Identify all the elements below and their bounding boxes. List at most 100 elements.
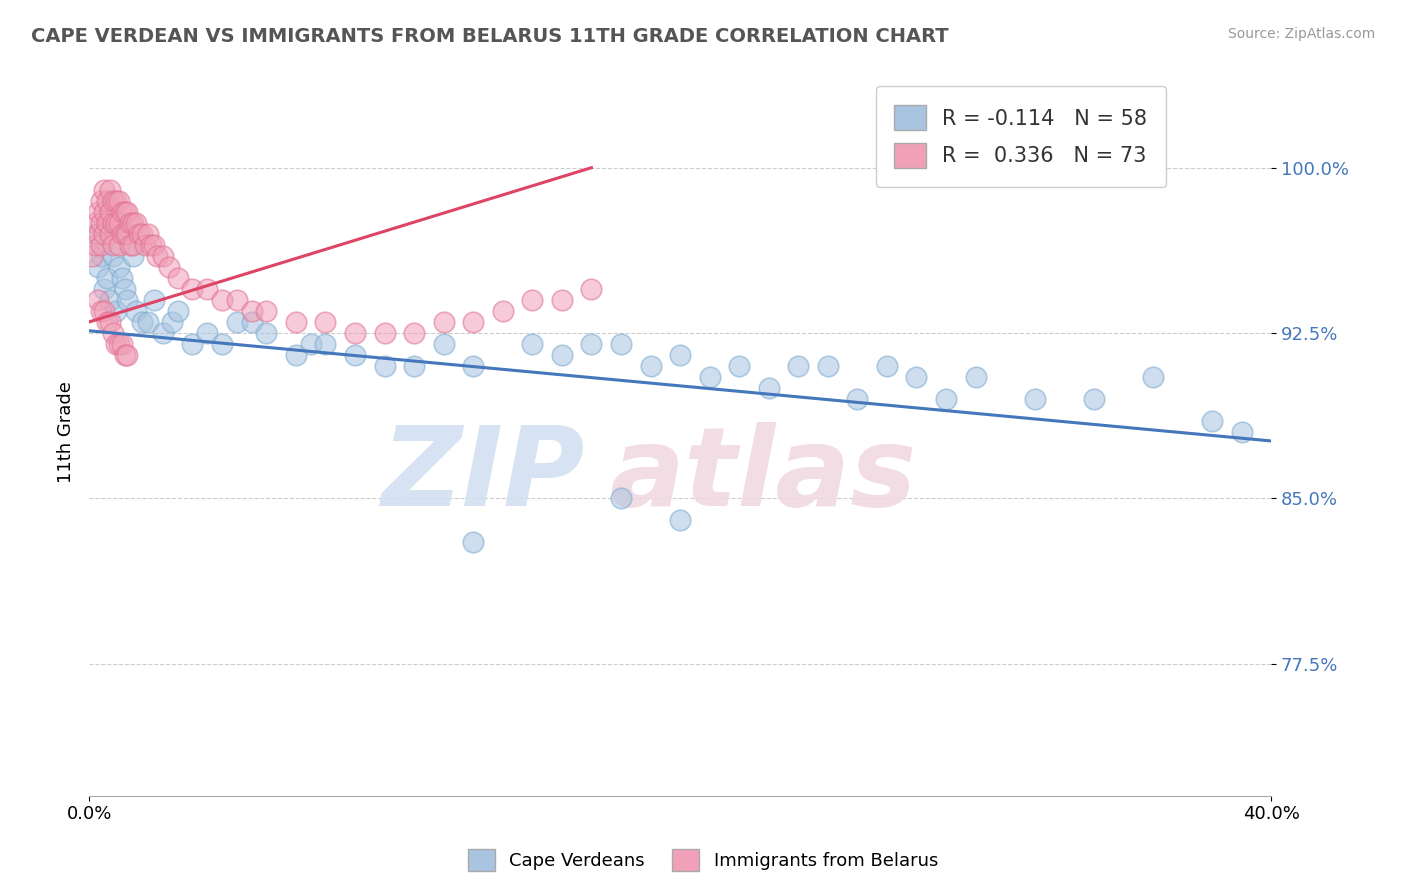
- Point: [104, 216, 127, 230]
- Point: [1024, 392, 1046, 406]
- Point: [610, 337, 633, 351]
- Point: [117, 227, 139, 241]
- Point: [107, 337, 129, 351]
- Point: [522, 293, 544, 307]
- Point: [96, 194, 118, 208]
- Point: [374, 359, 396, 373]
- Text: CAPE VERDEAN VS IMMIGRANTS FROM BELARUS 11TH GRADE CORRELATION CHART: CAPE VERDEAN VS IMMIGRANTS FROM BELARUS …: [31, 27, 949, 45]
- Point: [876, 359, 898, 373]
- Point: [160, 315, 183, 329]
- Point: [299, 337, 322, 351]
- Point: [136, 315, 159, 329]
- Point: [93, 304, 115, 318]
- Point: [240, 315, 263, 329]
- Text: atlas: atlas: [609, 422, 917, 529]
- Point: [84, 237, 107, 252]
- Point: [90, 249, 112, 263]
- Point: [522, 337, 544, 351]
- Point: [905, 370, 928, 384]
- Point: [225, 293, 247, 307]
- Text: ZIP: ZIP: [382, 422, 585, 529]
- Point: [117, 348, 139, 362]
- Point: [152, 249, 174, 263]
- Point: [166, 271, 188, 285]
- Point: [314, 315, 336, 329]
- Point: [152, 326, 174, 340]
- Point: [104, 194, 127, 208]
- Point: [146, 249, 169, 263]
- Point: [211, 337, 233, 351]
- Point: [463, 359, 485, 373]
- Point: [344, 348, 367, 362]
- Point: [492, 304, 515, 318]
- Point: [314, 337, 336, 351]
- Point: [195, 326, 218, 340]
- Point: [284, 348, 307, 362]
- Point: [1142, 370, 1164, 384]
- Point: [374, 326, 396, 340]
- Point: [96, 315, 118, 329]
- Point: [117, 293, 139, 307]
- Point: [1083, 392, 1105, 406]
- Point: [254, 304, 277, 318]
- Point: [93, 183, 115, 197]
- Point: [225, 315, 247, 329]
- Point: [98, 204, 121, 219]
- Point: [404, 326, 426, 340]
- Point: [84, 216, 107, 230]
- Point: [120, 216, 142, 230]
- Point: [120, 237, 142, 252]
- Point: [433, 337, 456, 351]
- Text: Source: ZipAtlas.com: Source: ZipAtlas.com: [1227, 27, 1375, 41]
- Point: [195, 282, 218, 296]
- Point: [96, 216, 118, 230]
- Point: [107, 260, 129, 274]
- Point: [610, 491, 633, 506]
- Point: [101, 326, 124, 340]
- Point: [463, 535, 485, 549]
- Point: [669, 513, 692, 527]
- Point: [211, 293, 233, 307]
- Point: [134, 237, 156, 252]
- Point: [551, 293, 574, 307]
- Point: [98, 183, 121, 197]
- Point: [669, 348, 692, 362]
- Point: [90, 216, 112, 230]
- Point: [1201, 414, 1223, 428]
- Point: [93, 282, 115, 296]
- Point: [90, 194, 112, 208]
- Point: [344, 326, 367, 340]
- Point: [98, 293, 121, 307]
- Point: [101, 249, 124, 263]
- Point: [87, 260, 110, 274]
- Point: [96, 271, 118, 285]
- Point: [98, 227, 121, 241]
- Point: [846, 392, 869, 406]
- Point: [728, 359, 751, 373]
- Point: [125, 304, 148, 318]
- Point: [101, 237, 124, 252]
- Point: [98, 315, 121, 329]
- Point: [551, 348, 574, 362]
- Point: [80, 249, 103, 263]
- Point: [110, 227, 132, 241]
- Point: [240, 304, 263, 318]
- Point: [101, 194, 124, 208]
- Point: [122, 237, 145, 252]
- Legend: R = -0.114   N = 58, R =  0.336   N = 73: R = -0.114 N = 58, R = 0.336 N = 73: [876, 87, 1166, 187]
- Point: [131, 315, 153, 329]
- Point: [181, 337, 204, 351]
- Point: [581, 337, 603, 351]
- Point: [114, 282, 136, 296]
- Y-axis label: 11th Grade: 11th Grade: [58, 381, 75, 483]
- Point: [87, 227, 110, 241]
- Point: [110, 204, 132, 219]
- Point: [181, 282, 204, 296]
- Point: [758, 381, 780, 395]
- Point: [104, 304, 127, 318]
- Point: [101, 216, 124, 230]
- Point: [128, 227, 150, 241]
- Point: [131, 227, 153, 241]
- Point: [136, 227, 159, 241]
- Point: [433, 315, 456, 329]
